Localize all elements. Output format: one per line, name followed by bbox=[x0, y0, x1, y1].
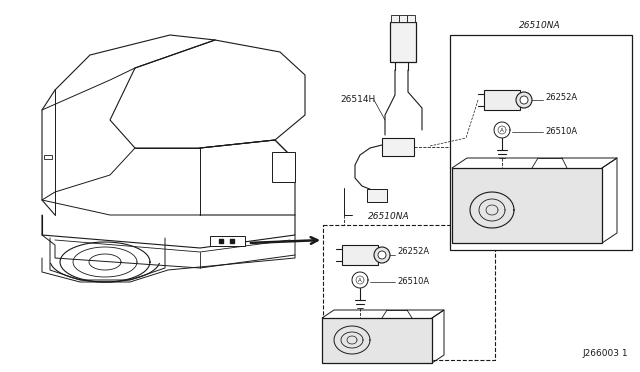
Bar bbox=[367, 189, 387, 202]
Bar bbox=[342, 245, 378, 265]
Text: J266003 1: J266003 1 bbox=[582, 349, 628, 358]
Text: 26510NA: 26510NA bbox=[368, 212, 410, 221]
Circle shape bbox=[378, 251, 386, 259]
Bar bbox=[322, 318, 432, 363]
Text: 26514H: 26514H bbox=[340, 96, 375, 105]
Circle shape bbox=[516, 92, 532, 108]
Text: 26510A: 26510A bbox=[397, 278, 429, 286]
Text: 26510A: 26510A bbox=[545, 128, 577, 137]
Bar bbox=[450, 35, 632, 250]
Bar bbox=[452, 168, 602, 243]
Bar bbox=[272, 152, 295, 182]
Bar bbox=[390, 22, 416, 62]
Text: 26510NA: 26510NA bbox=[519, 21, 561, 30]
Bar bbox=[391, 15, 399, 22]
Circle shape bbox=[374, 247, 390, 263]
Text: 26252A: 26252A bbox=[397, 247, 429, 257]
Text: A: A bbox=[500, 128, 504, 132]
Bar bbox=[407, 15, 415, 22]
Bar bbox=[210, 236, 245, 246]
Bar bbox=[484, 90, 520, 110]
Bar bbox=[399, 15, 407, 22]
Circle shape bbox=[520, 96, 528, 104]
Bar bbox=[44, 155, 52, 159]
Bar bbox=[323, 225, 495, 360]
Text: A: A bbox=[358, 278, 362, 282]
Text: 26252A: 26252A bbox=[545, 93, 577, 103]
Bar bbox=[382, 138, 414, 156]
